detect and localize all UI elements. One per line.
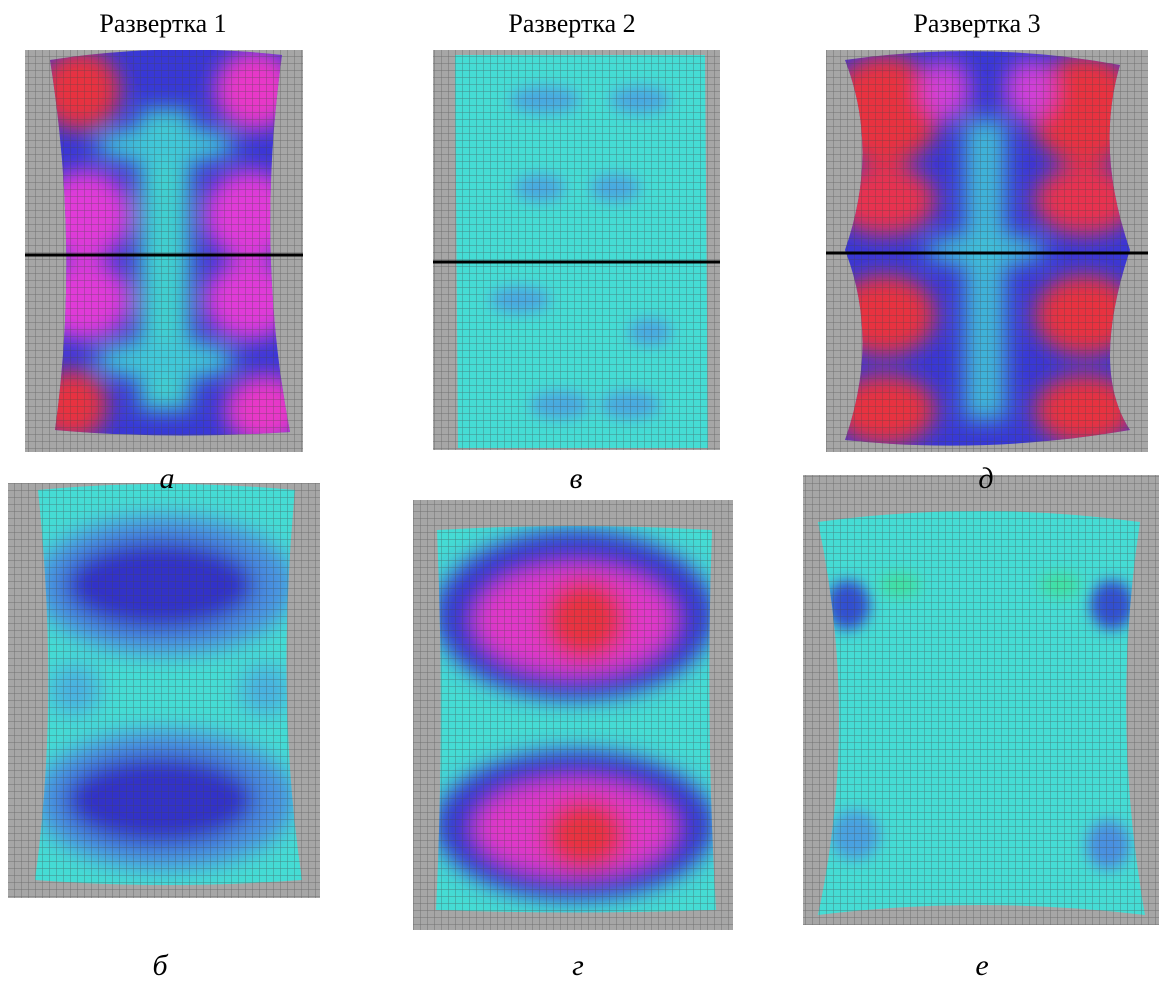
panel [8,483,320,898]
panel-label: г [572,949,584,982]
column-title: Развертка 2 [508,9,635,38]
panel-region [8,483,320,898]
page: Развертка {"columns":[{"title":"Развертк… [0,0,1159,998]
panel [803,475,1159,925]
panel-label: е [975,949,988,982]
panel [413,500,733,930]
page-body: Развертка 1 Развертка 2 Развертка 3 [0,0,1159,998]
panel-region [413,500,733,930]
panel-region [826,50,1148,452]
panel-label: в [569,462,582,495]
panel [25,50,305,452]
panel [433,50,720,450]
column-titles: Развертка 1 Развертка 2 Развертка 3 [99,9,1040,38]
panel [826,50,1148,452]
panel-label: б [152,949,168,982]
panel-region [25,50,303,452]
panel-label: а [160,462,175,495]
panel-label: д [978,462,993,495]
figure: Развертка 1 Развертка 2 Развертка 3 [0,0,1159,998]
panel-region [803,475,1159,925]
column-title: Развертка 1 [99,9,226,38]
panel-region [433,50,720,450]
column-title: Развертка 3 [913,9,1040,38]
